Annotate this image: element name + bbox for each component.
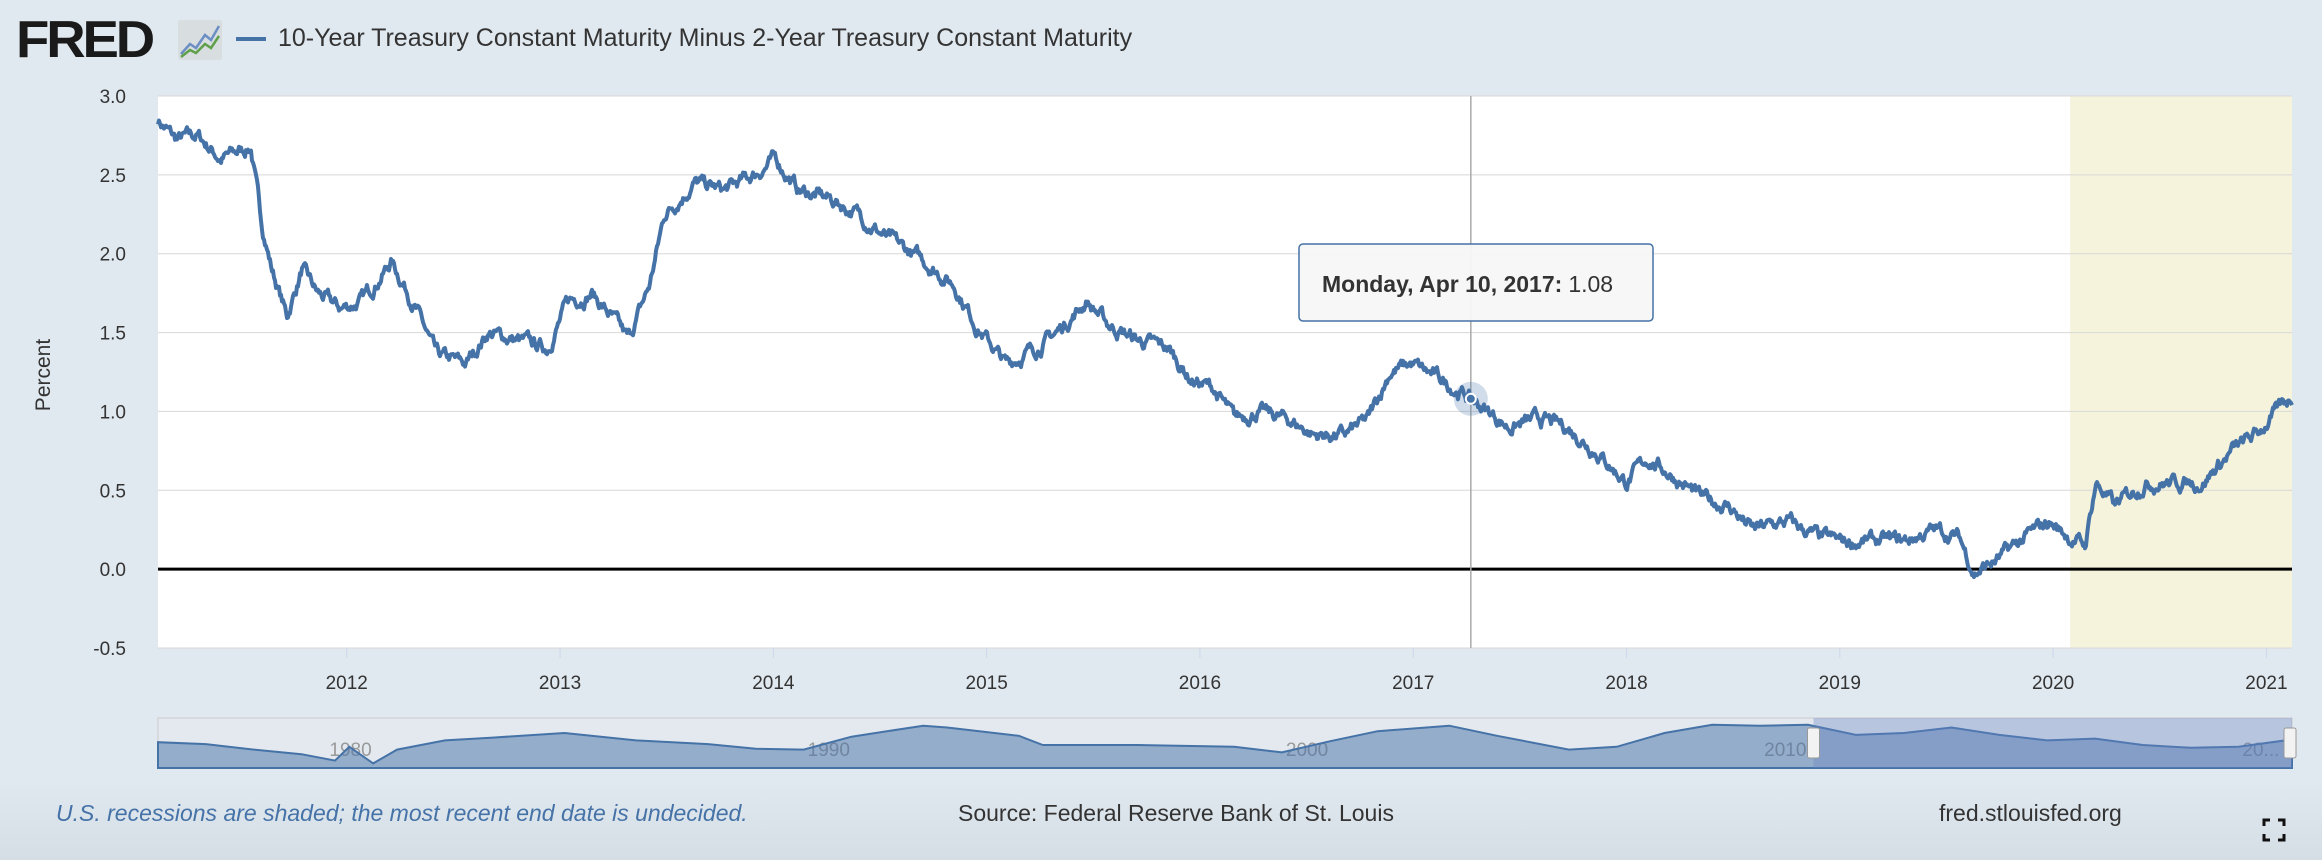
legend-series-swatch [236, 36, 266, 41]
recession-note: U.S. recessions are shaded; the most rec… [56, 800, 748, 826]
navigator-area [157, 723, 2293, 769]
y-tick-label: 0.0 [100, 560, 126, 581]
fullscreen-icon[interactable] [2262, 818, 2286, 842]
navigator-selected-range[interactable] [1813, 718, 2293, 768]
navigator-right-handle[interactable] [2283, 727, 2297, 759]
x-tick-label: 2020 [2032, 673, 2074, 694]
fred-logo[interactable]: FRED [16, 11, 155, 69]
y-tick-label: 2.0 [100, 245, 126, 266]
chart-legend[interactable]: 10-Year Treasury Constant Maturity Minus… [236, 24, 1132, 53]
svg-text:Monday, Apr 10, 2017:1.08: Monday, Apr 10, 2017: 1.08 [1322, 271, 1613, 297]
tooltip-value: 1.08 [1568, 271, 1613, 297]
y-axis-label: Percent [32, 339, 55, 412]
y-tick-label: -0.5 [93, 639, 126, 660]
x-tick-label: 2013 [539, 673, 581, 694]
x-tick-label: 2016 [1179, 673, 1221, 694]
x-tick-label: 2021 [2245, 673, 2287, 694]
navigator[interactable]: 198019902000201020... [157, 717, 2297, 769]
site-link[interactable]: fred.stlouisfed.org [1939, 800, 2122, 826]
y-tick-label: 0.5 [100, 481, 126, 502]
tooltip: Monday, Apr 10, 2017: 1.08 [1298, 243, 1654, 322]
x-tick-label: 2019 [1819, 673, 1861, 694]
x-tick-label: 2018 [1605, 673, 1647, 694]
x-tick-label: 2014 [752, 673, 795, 694]
source-text: Source: Federal Reserve Bank of St. Loui… [958, 800, 1394, 826]
x-tick-label: 2017 [1392, 673, 1434, 694]
chart-title: 10-Year Treasury Constant Maturity Minus… [278, 24, 1133, 52]
y-tick-label: 2.5 [100, 166, 126, 187]
x-tick-label: 2012 [326, 673, 368, 694]
hover-point [1464, 392, 1477, 405]
y-tick-label: 1.5 [100, 324, 126, 345]
y-tick-label: 1.0 [100, 402, 126, 423]
y-tick-label: 3.0 [100, 87, 126, 108]
tooltip-date: Monday, Apr 10, 2017: [1322, 271, 1562, 297]
recession-shade [2070, 96, 2292, 648]
x-tick-label: 2015 [966, 673, 1008, 694]
series-line[interactable] [156, 118, 2294, 580]
fred-chart-logo-icon [178, 20, 222, 60]
plot-area [158, 96, 2292, 648]
navigator-left-handle[interactable] [1807, 727, 1820, 759]
